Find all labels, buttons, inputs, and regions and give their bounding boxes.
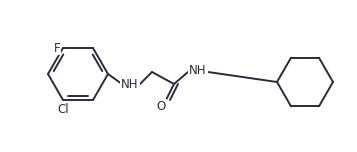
Text: NH: NH (189, 64, 207, 76)
Text: Cl: Cl (57, 104, 69, 116)
Text: NH: NH (121, 78, 139, 90)
Text: F: F (54, 41, 60, 55)
Text: O: O (156, 100, 166, 112)
